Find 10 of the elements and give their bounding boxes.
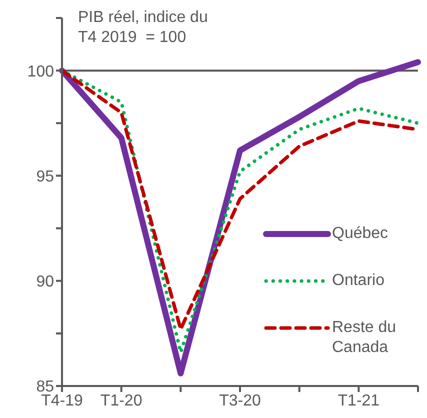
legend-label: Québec xyxy=(332,224,390,244)
x-tick-label: T1-20 xyxy=(100,392,142,410)
y-tick-label: 90 xyxy=(36,274,54,291)
legend-label: Ontario xyxy=(332,271,386,291)
chart-title: PIB réel, indice du T4 2019 = 100 xyxy=(78,8,208,48)
y-tick-label: 100 xyxy=(27,63,54,80)
x-tick-label: T3-20 xyxy=(219,392,261,410)
y-tick-label: 95 xyxy=(36,168,54,186)
legend-label: Reste du Canada xyxy=(332,318,398,358)
x-tick-label: T1-21 xyxy=(338,392,380,410)
